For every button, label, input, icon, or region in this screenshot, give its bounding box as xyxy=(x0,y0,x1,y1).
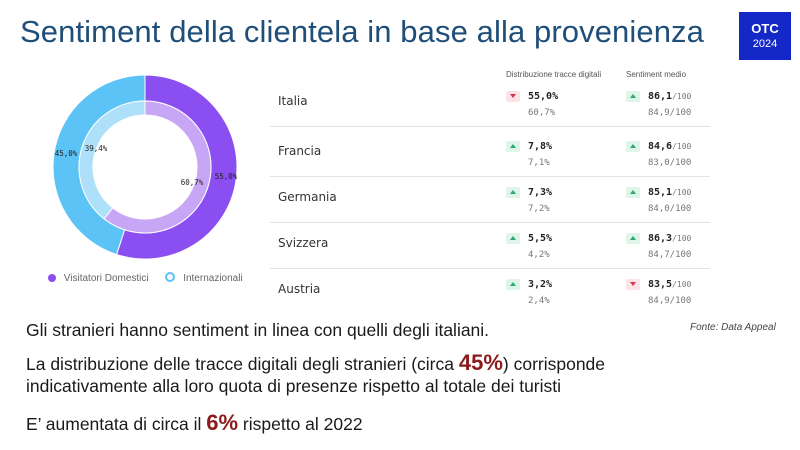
country-name: Austria xyxy=(278,282,321,296)
sentiment-previous: 84,0/100 xyxy=(648,204,692,214)
distribution-value: 55,0% xyxy=(528,91,559,102)
highlight-45: 45% xyxy=(458,350,503,375)
distribution-previous: 2,4% xyxy=(528,296,550,306)
distribution-previous: 60,7% xyxy=(528,108,556,118)
trend-up-icon xyxy=(506,233,520,244)
inner-slice-domestic xyxy=(103,100,212,234)
sentiment-value: 84,6/100 xyxy=(648,141,691,152)
sentiment-unit: /100 xyxy=(672,188,692,197)
legend-dot-domestic-icon xyxy=(48,274,56,282)
sentiment-unit: /100 xyxy=(672,280,692,289)
sentiment-previous: 84,9/100 xyxy=(648,108,692,118)
sentiment-score: 85,1 xyxy=(648,187,673,198)
sentiment-value: 83,5/100 xyxy=(648,279,691,290)
distribution-previous: 7,2% xyxy=(528,204,550,214)
distribution-value: 5,5% xyxy=(528,233,553,244)
sentiment-score: 84,6 xyxy=(648,141,673,152)
header-distribution: Distribuzione tracce digitali xyxy=(506,70,602,79)
legend-item-international: Internazionali xyxy=(165,272,243,284)
otc-badge: OTC 2024 xyxy=(739,12,791,60)
table-row: Austria 3,2% 2,4% 83,5/100 84,9/100 xyxy=(270,268,710,314)
highlight-6: 6% xyxy=(206,410,239,435)
table-row: Italia 55,0% 60,7% 86,1/100 84,9/100 xyxy=(270,80,710,127)
sentiment-unit: /100 xyxy=(672,92,692,101)
table-row: Germania 7,3% 7,2% 85,1/100 84,0/100 xyxy=(270,176,710,223)
inner-label-domestic: 60,7% xyxy=(181,178,204,187)
distribution-value: 3,2% xyxy=(528,279,553,290)
sentiment-previous: 84,7/100 xyxy=(648,250,692,260)
legend-dot-international-icon xyxy=(165,272,176,282)
body-line-4-b: rispetto al 2022 xyxy=(238,414,363,434)
sentiment-value: 85,1/100 xyxy=(648,187,691,198)
inner-label-international: 39,4% xyxy=(85,144,108,153)
body-line-4-a: E’ aumentata di circa il xyxy=(26,414,207,434)
header-sentiment: Sentiment medio xyxy=(626,70,687,79)
body-line-4: E’ aumentata di circa il 6% rispetto al … xyxy=(26,410,363,436)
trend-up-icon xyxy=(506,141,520,152)
sentiment-unit: /100 xyxy=(672,234,692,243)
country-name: Italia xyxy=(278,94,308,108)
trend-down-icon xyxy=(626,279,640,290)
table-row: Svizzera 5,5% 4,2% 86,3/100 84,7/100 xyxy=(270,222,710,269)
legend-label-domestic: Visitatori Domestici xyxy=(63,273,149,284)
distribution-previous: 7,1% xyxy=(528,158,550,168)
badge-year: 2024 xyxy=(752,38,778,50)
donut-chart: 55,0% 45,0% 60,7% 39,4% xyxy=(52,74,238,260)
country-name: Francia xyxy=(278,144,322,158)
badge-label: OTC xyxy=(751,21,779,36)
sentiment-value: 86,1/100 xyxy=(648,91,691,102)
outer-label-domestic: 55,0% xyxy=(215,172,238,181)
country-name: Svizzera xyxy=(278,236,329,250)
body-line-2-a: La distribuzione delle tracce digitali d… xyxy=(26,354,459,374)
inner-slice-international xyxy=(78,100,146,220)
trend-up-icon xyxy=(626,141,640,152)
sentiment-unit: /100 xyxy=(672,142,692,151)
sentiment-score: 86,1 xyxy=(648,91,673,102)
chart-legend: Visitatori Domestici Internazionali xyxy=(48,272,257,284)
outer-label-international: 45,0% xyxy=(55,149,78,158)
sentiment-previous: 84,9/100 xyxy=(648,296,692,306)
distribution-value: 7,3% xyxy=(528,187,553,198)
sentiment-score: 83,5 xyxy=(648,279,673,290)
legend-item-domestic: Visitatori Domestici xyxy=(48,273,149,284)
legend-label-international: Internazionali xyxy=(183,273,243,284)
trend-down-icon xyxy=(506,91,520,102)
trend-up-icon xyxy=(626,91,640,102)
distribution-value: 7,8% xyxy=(528,141,553,152)
country-name: Germania xyxy=(278,190,337,204)
sentiment-previous: 83,0/100 xyxy=(648,158,692,168)
body-line-3: indicativamente alla loro quota di prese… xyxy=(26,376,562,396)
source-note: Fonte: Data Appeal xyxy=(690,322,776,333)
body-line-1: Gli stranieri hanno sentiment in linea c… xyxy=(26,320,490,340)
sentiment-score: 86,3 xyxy=(648,233,673,244)
body-line-2-b: ) corrisponde xyxy=(502,354,606,374)
sentiment-value: 86,3/100 xyxy=(648,233,691,244)
distribution-previous: 4,2% xyxy=(528,250,550,260)
body-line-2: La distribuzione delle tracce digitali d… xyxy=(26,350,605,376)
trend-up-icon xyxy=(626,187,640,198)
trend-up-icon xyxy=(506,279,520,290)
page-title: Sentiment della clientela in base alla p… xyxy=(20,14,704,49)
trend-up-icon xyxy=(506,187,520,198)
trend-up-icon xyxy=(626,233,640,244)
table-row: Francia 7,8% 7,1% 84,6/100 83,0/100 xyxy=(270,130,710,177)
